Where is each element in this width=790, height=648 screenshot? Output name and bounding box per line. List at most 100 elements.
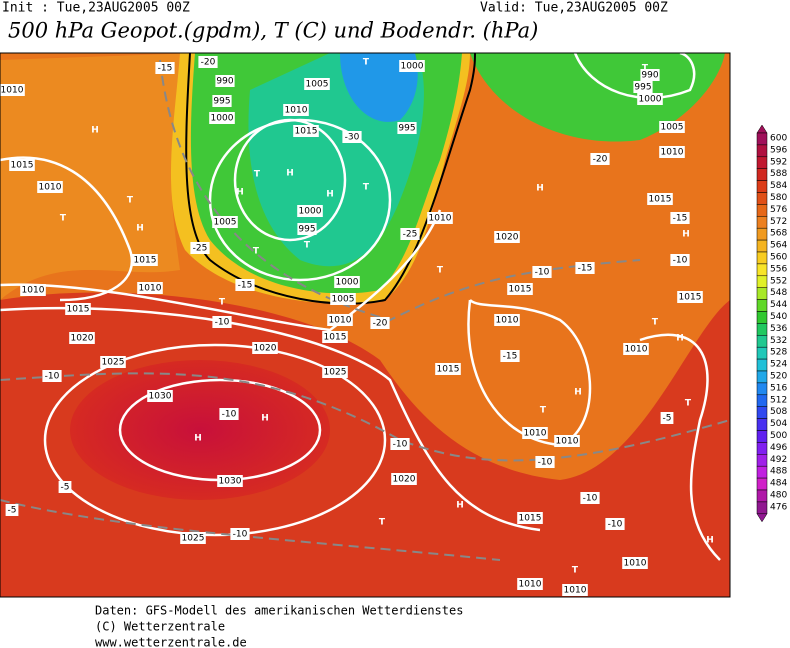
label-box <box>198 56 218 68</box>
colorbar-cell <box>756 287 768 300</box>
label-box <box>494 314 520 326</box>
label-box <box>517 578 543 590</box>
colorbar-cell <box>756 477 768 491</box>
contour-label: 1015 <box>67 305 90 315</box>
contour-label: -10 <box>538 458 553 468</box>
label-box <box>155 62 175 74</box>
label-box <box>293 125 319 137</box>
label-box <box>230 528 250 540</box>
colorbar-label: 564 <box>770 241 787 251</box>
contour-label: 1010 <box>625 345 648 355</box>
warm-core <box>70 360 330 500</box>
colorbar-label: 592 <box>770 157 787 167</box>
label-box <box>532 266 552 278</box>
contour-label: -10 <box>583 494 598 504</box>
label-box <box>5 504 19 516</box>
contour-label: 1005 <box>214 218 237 228</box>
contour-label: -15 <box>158 64 173 74</box>
contour-label: 1015 <box>437 365 460 375</box>
pressure-center: H <box>326 190 334 200</box>
pressure-center: T <box>253 247 260 257</box>
contour-label: 1015 <box>509 285 532 295</box>
contour-label: 1015 <box>11 161 34 171</box>
pressure-center: H <box>682 230 690 240</box>
contour-label: 1015 <box>649 195 672 205</box>
contour-label: -25 <box>403 230 418 240</box>
label-box <box>342 131 362 143</box>
colorbar-cell <box>756 394 768 407</box>
label-box <box>623 343 649 355</box>
contour-label: 1025 <box>324 368 347 378</box>
pressure-center: T <box>685 399 692 409</box>
label-box <box>132 254 158 266</box>
pressure-center: H <box>676 334 684 344</box>
colorbar-label: 572 <box>770 217 787 227</box>
pressure-center: T <box>254 170 261 180</box>
colorbar-label: 496 <box>770 443 787 453</box>
pressure-center: H <box>236 188 244 198</box>
contour-label: -20 <box>373 319 388 329</box>
colorbar-label: 476 <box>770 502 787 512</box>
pressure-center: H <box>536 184 544 194</box>
label-box <box>9 159 35 171</box>
colorbar-label: 508 <box>770 407 787 417</box>
footer-line: Daten: GFS-Modell des amerikanischen Wet… <box>95 604 463 618</box>
contour-label: 1020 <box>71 334 94 344</box>
colorbar-label: 528 <box>770 348 787 358</box>
label-box <box>494 231 520 243</box>
contour-label: 1030 <box>219 477 242 487</box>
contour-label: 1015 <box>134 256 157 266</box>
colorbar-cell <box>756 239 768 253</box>
label-box <box>180 532 206 544</box>
pressure-center: T <box>60 214 67 224</box>
label-box <box>390 438 410 450</box>
contour-label: 1010 <box>329 316 352 326</box>
label-box <box>670 254 690 266</box>
colorbar-cell <box>756 275 768 288</box>
contour-label: 1010 <box>429 214 452 224</box>
label-box <box>522 427 548 439</box>
contour-label: 1000 <box>299 207 322 217</box>
contour-label: 1020 <box>254 344 277 354</box>
label-box <box>670 212 690 224</box>
contour-label: 1010 <box>556 437 579 447</box>
green-region <box>470 53 725 142</box>
label-box <box>659 146 685 158</box>
label-box <box>215 75 235 87</box>
init-time: Init : Tue,23AUG2005 00Z <box>2 1 190 16</box>
colorbar-cell <box>756 335 768 348</box>
contour-label: 1025 <box>182 534 205 544</box>
footer-line: www.wetterzentrale.de <box>95 636 247 648</box>
colorbar-label: 480 <box>770 491 787 501</box>
pressure-center: T <box>652 318 659 328</box>
colorbar-label: 536 <box>770 324 787 334</box>
footer-line: (C) Wetterzentrale <box>95 620 225 634</box>
colorbar-cap <box>756 124 768 134</box>
colorbar-cell <box>756 406 768 419</box>
label-box <box>622 557 648 569</box>
contour-label: 995 <box>398 124 415 134</box>
contour-label: 1010 <box>39 183 62 193</box>
contour-label: 1010 <box>564 586 587 596</box>
contour-label: 995 <box>298 225 315 235</box>
label-box <box>37 181 63 193</box>
contour-label: 1015 <box>519 514 542 524</box>
contour-label: 1010 <box>1 86 24 96</box>
pressure-center: H <box>456 501 464 511</box>
colorbar-cell <box>756 144 768 158</box>
label-box <box>190 242 210 254</box>
label-box <box>605 518 625 530</box>
colorbar-cell <box>756 454 768 467</box>
contour-label: -10 <box>222 410 237 420</box>
colorbar-label: 516 <box>770 383 787 393</box>
colorbar-cell <box>756 311 768 324</box>
label-box <box>322 331 348 343</box>
colorbar-label: 512 <box>770 395 787 405</box>
label-box <box>507 283 533 295</box>
contour-label: 1010 <box>624 559 647 569</box>
contour-label: 1020 <box>393 475 416 485</box>
label-box <box>42 370 62 382</box>
pressure-center: T <box>304 241 311 251</box>
label-box <box>580 492 600 504</box>
